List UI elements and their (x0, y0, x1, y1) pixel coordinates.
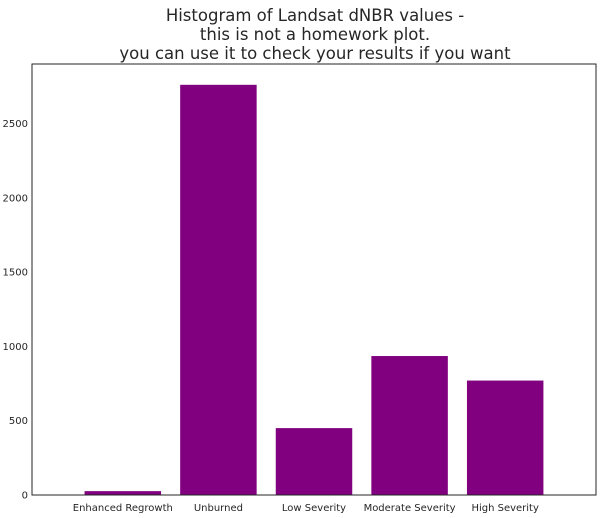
bars (84, 84, 544, 496)
y-tick-label: 2000 (3, 193, 28, 204)
title-line-3: you can use it to check your results if … (119, 44, 511, 63)
title-line-2: this is not a homework plot. (200, 25, 430, 44)
bar-low-severity (275, 428, 353, 495)
bar-unburned (180, 84, 257, 496)
x-axis-ticks: Enhanced Regrowth Unburned Low Severity Mod… (73, 503, 539, 514)
x-tick-label: Enhanced Regrowth (73, 503, 173, 514)
title-line-1: Histogram of Landsat dNBR values - (166, 6, 464, 25)
bar-enhanced-regrowth (84, 491, 162, 495)
y-tick-label: 500 (9, 416, 28, 427)
chart-title: Histogram of Landsat dNBR values - this … (119, 6, 511, 63)
plot-frame (31, 63, 597, 496)
y-tick-label: 1500 (3, 268, 28, 279)
y-tick-label: 1000 (3, 342, 28, 353)
bar-moderate-severity (371, 356, 448, 495)
x-tick-label: Moderate Severity (364, 503, 456, 514)
y-tick-label: 2500 (3, 119, 28, 130)
x-tick-label: Unburned (194, 503, 243, 514)
bar-high-severity (466, 380, 544, 495)
y-axis-ticks: 0 500 1000 1500 2000 2500 (3, 119, 28, 502)
x-tick-label: High Severity (471, 503, 539, 514)
y-tick-label: 0 (22, 491, 28, 502)
x-tick-label: Low Severity (282, 503, 346, 514)
